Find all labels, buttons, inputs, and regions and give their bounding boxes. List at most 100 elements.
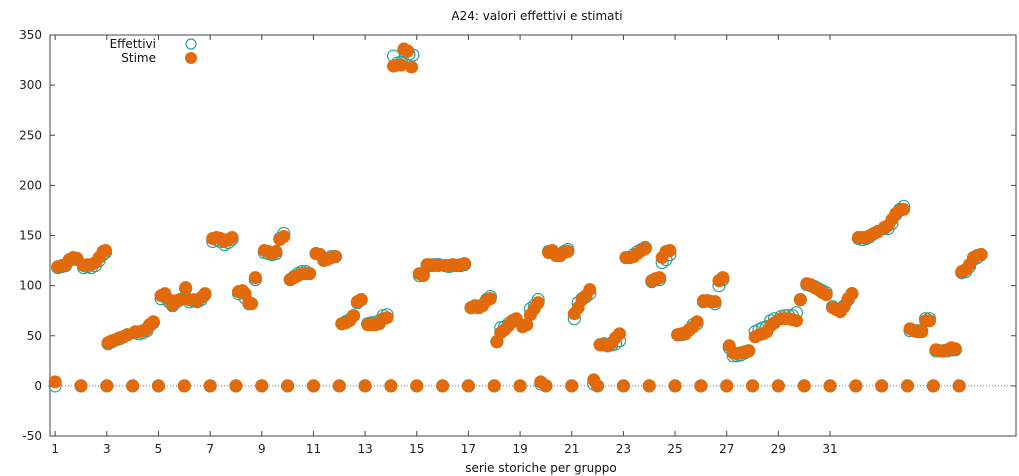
legend-label-effettivi: Effettivi <box>110 37 156 51</box>
data-point-stime <box>583 283 597 297</box>
data-point-stime <box>565 379 579 393</box>
chart-title: A24: valori effettivi e stimati <box>451 9 622 23</box>
x-tick-label: 21 <box>564 442 579 456</box>
series-stime <box>48 42 988 393</box>
data-point-stime <box>303 267 317 281</box>
x-tick-label: 13 <box>357 442 372 456</box>
data-point-stime <box>177 379 191 393</box>
data-point-stime <box>716 271 730 285</box>
data-point-stime <box>384 379 398 393</box>
legend-marker-effettivi <box>185 38 197 50</box>
data-point-stime <box>561 245 575 259</box>
data-point-stime <box>203 379 217 393</box>
data-point-stime <box>179 281 193 295</box>
data-point-stime <box>616 379 630 393</box>
data-point-stime <box>487 379 501 393</box>
legend-label-stime: Stime <box>121 51 156 65</box>
data-point-stime <box>845 287 859 301</box>
data-point-stime <box>849 379 863 393</box>
data-point-stime <box>229 379 243 393</box>
x-tick-label: 5 <box>155 442 163 456</box>
data-point-stime <box>952 379 966 393</box>
data-point-stime <box>668 379 682 393</box>
data-point-stime <box>694 379 708 393</box>
data-point-stime <box>901 379 915 393</box>
data-point-stime <box>531 296 545 310</box>
x-tick-label: 19 <box>512 442 527 456</box>
y-tick-label: 350 <box>19 28 42 42</box>
data-point-stime <box>653 271 667 285</box>
data-point-stime <box>915 325 929 339</box>
data-point-stime <box>793 293 807 307</box>
x-axis: 1 3 5 7 9 11 13 15 17 19 21 23 25 27 29 31 <box>51 35 838 456</box>
y-axis: -50 0 50 100 150 200 250 300 350 <box>19 28 1016 443</box>
data-point-stime <box>380 311 394 325</box>
x-tick-label: 3 <box>103 442 111 456</box>
data-point-stime <box>173 293 187 307</box>
x-tick-label: 11 <box>306 442 321 456</box>
data-point-stime <box>708 295 722 309</box>
data-point-stime <box>613 327 627 341</box>
data-point-stime <box>277 230 291 244</box>
data-point-stime <box>225 231 239 245</box>
legend: Effettivi Stime <box>110 37 197 65</box>
data-point-stime <box>405 60 419 74</box>
y-tick-label: 0 <box>34 379 42 393</box>
y-tick-label: 250 <box>19 128 42 142</box>
data-point-stime <box>823 379 837 393</box>
data-point-stime <box>328 250 342 264</box>
series-effettivi <box>48 45 988 393</box>
x-tick-label: 9 <box>258 442 266 456</box>
x-tick-label: 23 <box>616 442 631 456</box>
data-point-stime <box>663 244 677 258</box>
data-point-stime <box>416 269 430 283</box>
data-point-stime <box>99 244 113 258</box>
data-point-stime <box>410 379 424 393</box>
data-point-stime <box>100 379 114 393</box>
data-point-stime <box>897 202 911 216</box>
data-point-stime <box>483 292 497 306</box>
x-tick-label: 7 <box>206 442 214 456</box>
legend-marker-stime <box>185 52 197 64</box>
data-point-stime <box>974 248 988 262</box>
data-point-stime <box>638 242 652 256</box>
data-point-stime <box>819 288 833 302</box>
data-point-stime <box>244 297 258 311</box>
data-point-stime <box>354 293 368 307</box>
data-point-stime <box>401 44 415 58</box>
data-point-stime <box>789 314 803 328</box>
data-point-stime <box>255 379 269 393</box>
x-axis-label: serie storiche per gruppo <box>465 461 617 475</box>
data-point-stime <box>746 379 760 393</box>
data-point-stime <box>771 379 785 393</box>
data-point-stime <box>358 379 372 393</box>
data-point-stime <box>248 271 262 285</box>
data-point-stime <box>642 379 656 393</box>
data-point-stime <box>690 315 704 329</box>
data-point-stime <box>720 379 734 393</box>
x-tick-label: 25 <box>667 442 682 456</box>
y-tick-label: -50 <box>22 429 42 443</box>
data-point-stime <box>875 379 889 393</box>
data-point-stime <box>797 379 811 393</box>
data-point-stime <box>332 379 346 393</box>
data-point-stime <box>742 344 756 358</box>
x-tick-label: 31 <box>822 442 837 456</box>
x-tick-label: 17 <box>461 442 476 456</box>
x-tick-label: 27 <box>719 442 734 456</box>
x-tick-label: 15 <box>409 442 424 456</box>
x-tick-label: 29 <box>771 442 786 456</box>
data-point-stime <box>539 379 553 393</box>
data-point-stime <box>922 314 936 328</box>
x-tick-label: 1 <box>51 442 59 456</box>
data-point-stime <box>126 379 140 393</box>
data-point-stime <box>436 379 450 393</box>
data-point-stime <box>591 379 605 393</box>
data-point-stime <box>146 315 160 329</box>
y-tick-label: 150 <box>19 229 42 243</box>
data-point-stime <box>948 342 962 356</box>
data-point-stime <box>151 379 165 393</box>
data-point-stime <box>48 375 62 389</box>
data-point-stime <box>394 58 408 72</box>
